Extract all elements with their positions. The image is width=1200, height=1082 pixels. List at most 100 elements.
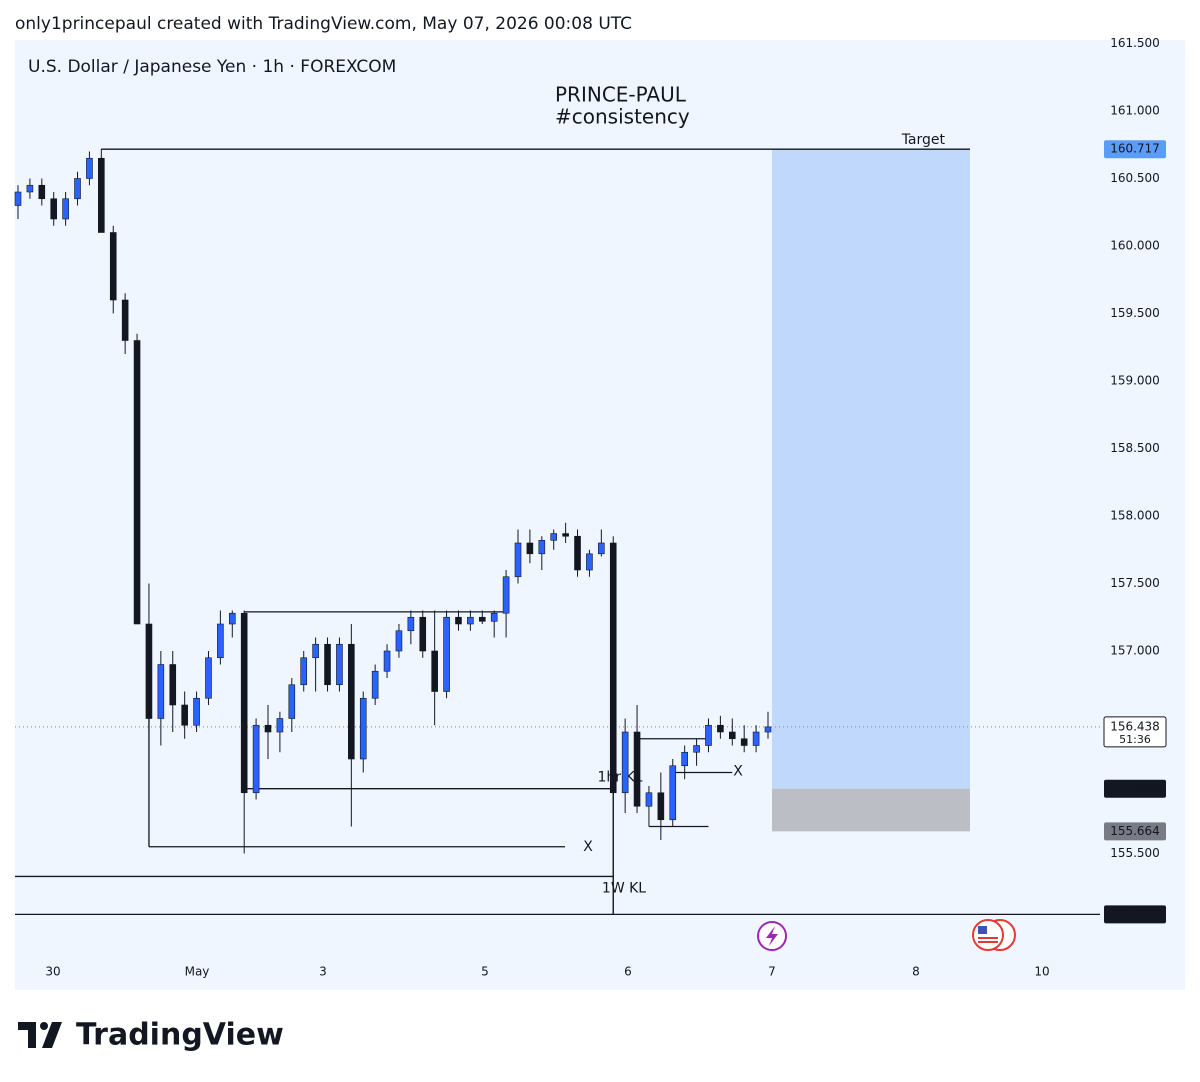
countdown: 51:36 bbox=[1119, 733, 1151, 746]
candle-body bbox=[312, 643, 319, 659]
y-tick-label: 157.000 bbox=[1110, 644, 1160, 658]
candle-body bbox=[205, 657, 212, 699]
candle-body bbox=[740, 738, 748, 746]
candle-body bbox=[586, 553, 593, 571]
candle-body bbox=[467, 616, 474, 625]
candle-body bbox=[407, 616, 415, 632]
level-label: X bbox=[583, 839, 593, 855]
y-tick-label: 158.000 bbox=[1110, 509, 1160, 523]
stop-zone bbox=[772, 788, 970, 832]
candle-body bbox=[717, 724, 724, 733]
symbol-title: U.S. Dollar / Japanese Yen · 1h · FOREXC… bbox=[28, 57, 396, 77]
flag-icon bbox=[972, 919, 1016, 951]
candle-body bbox=[264, 724, 272, 733]
target-tag-bg bbox=[1104, 140, 1166, 159]
stop-tag: 155.664 bbox=[1110, 824, 1160, 838]
candle-body bbox=[633, 731, 641, 807]
candle-body bbox=[14, 191, 22, 206]
candle-body bbox=[550, 533, 558, 541]
candle-body bbox=[562, 533, 569, 537]
candle-body bbox=[50, 198, 58, 220]
last-tag-bg bbox=[1103, 716, 1167, 748]
candle-body bbox=[574, 535, 581, 571]
annotation: #consistency bbox=[555, 105, 690, 129]
candle-body bbox=[395, 630, 403, 652]
candle-body bbox=[514, 542, 522, 578]
candle-body bbox=[62, 198, 69, 220]
candle-body bbox=[324, 643, 331, 686]
entry-tag-bg bbox=[1104, 779, 1166, 798]
x-tick-label: May bbox=[185, 965, 210, 979]
level-label: 1hr KL bbox=[598, 770, 643, 786]
annotation: PRINCE-PAUL bbox=[555, 83, 687, 107]
x-tick-label: 6 bbox=[624, 965, 632, 979]
target-zone bbox=[772, 149, 970, 789]
brand: TradingView bbox=[76, 1018, 284, 1053]
candle-body bbox=[300, 657, 308, 686]
candle-body bbox=[157, 664, 165, 719]
y-tick-label: 157.500 bbox=[1110, 576, 1160, 590]
candle-body bbox=[693, 745, 700, 753]
candle-body bbox=[526, 542, 534, 555]
candle-body bbox=[276, 718, 284, 733]
level-label: Target bbox=[901, 132, 946, 148]
candle-body bbox=[86, 157, 93, 179]
candle-body bbox=[109, 232, 117, 301]
candle-body bbox=[598, 542, 605, 555]
candle-body bbox=[383, 650, 391, 672]
candle-body bbox=[288, 684, 296, 719]
candle-body bbox=[419, 616, 427, 652]
candle-body bbox=[240, 612, 248, 794]
candle-body bbox=[478, 616, 486, 622]
candle-body bbox=[502, 576, 510, 614]
x-tick-label: 30 bbox=[45, 965, 60, 979]
candle-body bbox=[645, 792, 653, 807]
candle-body bbox=[455, 616, 462, 625]
y-tick-label: 160.000 bbox=[1110, 239, 1160, 253]
level-tag: 155.049 bbox=[1110, 907, 1160, 921]
candle-body bbox=[728, 731, 736, 740]
candle-body bbox=[371, 670, 379, 699]
candle-body bbox=[752, 731, 760, 746]
y-tick-label: 159.500 bbox=[1110, 306, 1160, 320]
entry-tag: 155.980 bbox=[1110, 781, 1160, 795]
level-label: 1W KL bbox=[602, 880, 646, 896]
candle-body bbox=[228, 612, 236, 625]
level-tag-bg bbox=[1104, 905, 1166, 924]
target-tag: 160.717 bbox=[1110, 142, 1160, 156]
x-tick-label: 5 bbox=[481, 965, 489, 979]
candle-body bbox=[26, 184, 34, 193]
y-tick-label: 161.000 bbox=[1110, 104, 1160, 118]
candle-body bbox=[217, 623, 224, 659]
candle-body bbox=[133, 340, 141, 625]
logo bbox=[18, 1022, 62, 1048]
candle-body bbox=[443, 616, 450, 692]
candle-body bbox=[705, 724, 712, 746]
candle-body bbox=[538, 539, 546, 555]
x-tick-label: 7 bbox=[768, 965, 776, 979]
candle-body bbox=[121, 299, 129, 341]
candle-body bbox=[609, 542, 617, 794]
candle-body bbox=[490, 612, 498, 622]
candle-body bbox=[621, 731, 629, 794]
candle-body bbox=[348, 643, 355, 760]
candle-body bbox=[74, 178, 81, 200]
chart-panel bbox=[15, 40, 1185, 990]
candle-body bbox=[252, 724, 260, 794]
x-tick-label: 8 bbox=[912, 965, 920, 979]
level-label: X bbox=[733, 764, 743, 780]
y-tick-label: 160.500 bbox=[1110, 171, 1160, 185]
candle-body bbox=[657, 792, 665, 821]
x-tick-label: 10 bbox=[1034, 965, 1049, 979]
candle-body bbox=[98, 157, 105, 233]
candle-body bbox=[764, 726, 772, 733]
candle-body bbox=[336, 643, 343, 686]
candle-body bbox=[431, 650, 438, 692]
stop-tag-bg bbox=[1104, 822, 1166, 841]
candle-body bbox=[669, 765, 677, 821]
y-tick-label: 161.500 bbox=[1110, 36, 1160, 50]
event-icon bbox=[757, 921, 787, 951]
candle-body bbox=[169, 664, 177, 706]
